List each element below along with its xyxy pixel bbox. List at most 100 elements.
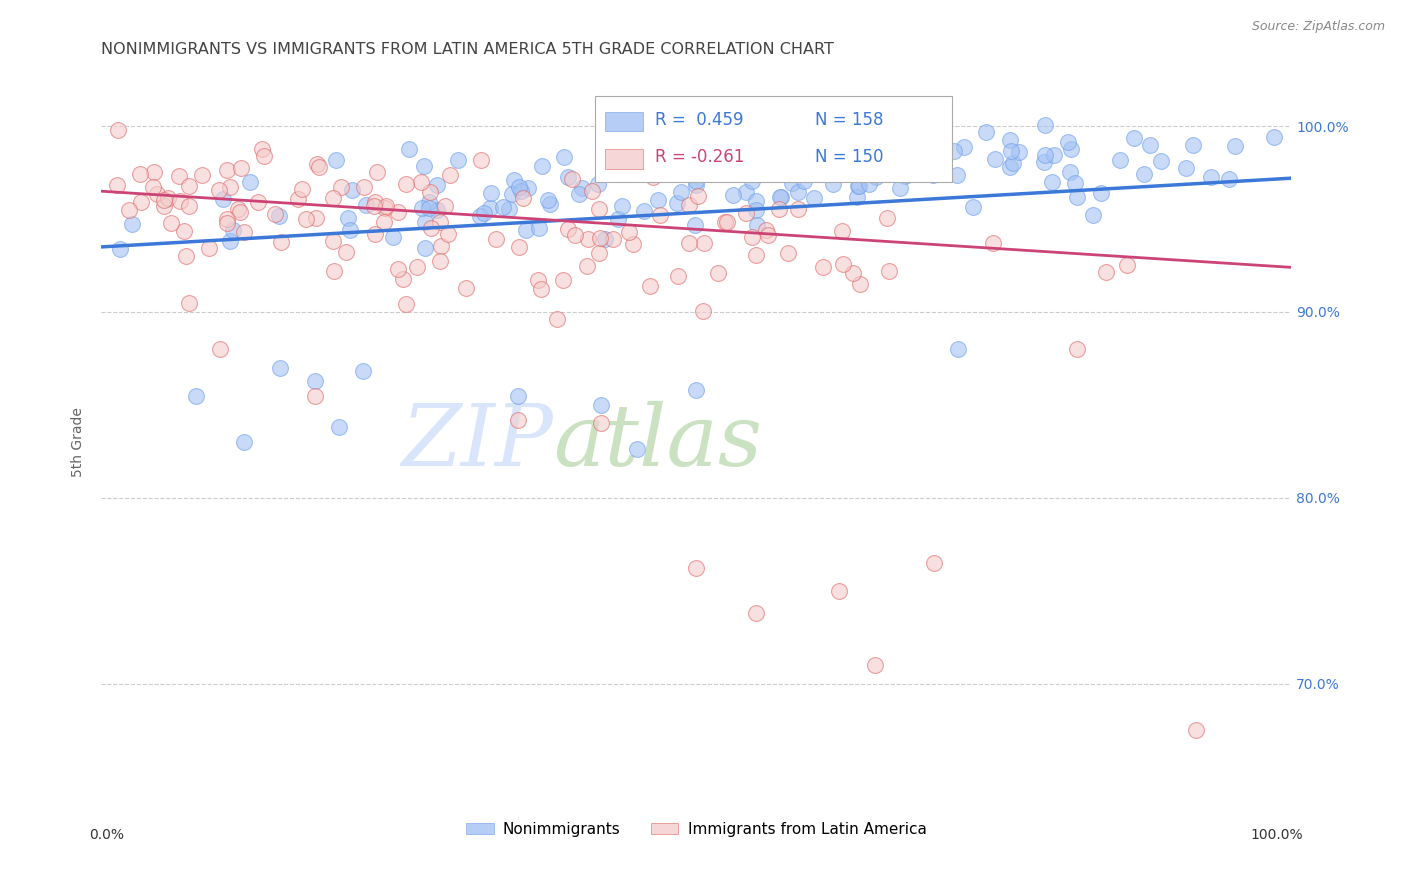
Point <box>434 199 457 213</box>
Point <box>876 157 898 171</box>
Point <box>253 149 276 163</box>
Point <box>1060 142 1083 156</box>
Point <box>686 189 709 203</box>
Point <box>1095 265 1118 279</box>
Point <box>169 194 191 209</box>
Point <box>129 194 152 209</box>
Point <box>352 364 374 378</box>
Point <box>685 218 707 232</box>
Point <box>270 235 292 250</box>
Point <box>721 188 744 202</box>
Point <box>232 225 254 239</box>
Point <box>209 342 232 356</box>
Point <box>626 442 648 457</box>
Point <box>142 179 165 194</box>
Point <box>537 194 560 208</box>
Point <box>252 142 274 156</box>
Point <box>876 211 898 225</box>
Point <box>1059 165 1081 179</box>
Point <box>1218 171 1240 186</box>
Point <box>308 160 330 174</box>
Point <box>858 177 880 191</box>
Point <box>793 174 815 188</box>
Point <box>447 153 470 167</box>
Point <box>395 297 418 311</box>
Point <box>1000 144 1022 158</box>
Point <box>842 159 865 173</box>
Point <box>786 202 808 216</box>
Text: R =  0.459: R = 0.459 <box>655 112 744 129</box>
Point <box>398 142 420 156</box>
Point <box>981 236 1004 251</box>
Point <box>561 171 583 186</box>
Text: N = 158: N = 158 <box>815 112 884 129</box>
Point <box>752 155 775 169</box>
Point <box>153 199 176 213</box>
Point <box>153 193 176 207</box>
Point <box>501 186 523 201</box>
Point <box>1122 131 1144 145</box>
Point <box>228 202 250 216</box>
Point <box>666 268 689 283</box>
Point <box>426 178 449 192</box>
Point <box>540 197 562 211</box>
Point <box>621 237 644 252</box>
Point <box>669 134 692 148</box>
Point <box>962 200 984 214</box>
Point <box>212 192 235 206</box>
Point <box>780 177 803 191</box>
Point <box>325 153 347 167</box>
FancyBboxPatch shape <box>605 112 643 131</box>
Point <box>382 230 405 244</box>
Point <box>305 157 328 171</box>
Point <box>484 231 506 245</box>
Legend: Nonimmigrants, Immigrants from Latin America: Nonimmigrants, Immigrants from Latin Ame… <box>460 816 932 843</box>
Point <box>217 212 239 227</box>
Point <box>576 232 599 246</box>
Point <box>571 181 593 195</box>
Point <box>685 178 707 193</box>
Point <box>191 168 214 182</box>
Point <box>716 215 738 229</box>
Point <box>745 194 768 208</box>
Point <box>714 215 737 229</box>
Point <box>353 179 375 194</box>
Point <box>734 205 756 219</box>
Point <box>1033 148 1056 162</box>
Point <box>294 211 316 226</box>
Point <box>426 203 449 218</box>
Point <box>411 202 433 216</box>
Point <box>845 189 868 203</box>
Point <box>770 190 793 204</box>
Point <box>217 162 239 177</box>
Point <box>846 178 869 193</box>
Point <box>929 161 952 176</box>
Point <box>322 234 344 248</box>
Point <box>589 398 612 412</box>
Point <box>853 165 876 179</box>
Point <box>953 139 976 153</box>
Point <box>322 191 344 205</box>
Point <box>510 184 533 198</box>
Point <box>648 208 671 222</box>
Point <box>946 342 969 356</box>
Point <box>998 160 1021 174</box>
Point <box>647 193 669 207</box>
Point <box>387 262 409 277</box>
Point <box>229 161 252 175</box>
Point <box>638 279 661 293</box>
Point <box>553 151 575 165</box>
Point <box>267 209 290 223</box>
Point <box>526 273 548 287</box>
Point <box>174 249 197 263</box>
Point <box>143 165 166 179</box>
Point <box>799 162 821 177</box>
Point <box>1132 167 1154 181</box>
Point <box>472 206 495 220</box>
Point <box>364 227 387 241</box>
Point <box>661 109 683 123</box>
Point <box>430 238 453 252</box>
Point <box>304 388 326 402</box>
Point <box>479 186 502 200</box>
Point <box>665 196 688 211</box>
